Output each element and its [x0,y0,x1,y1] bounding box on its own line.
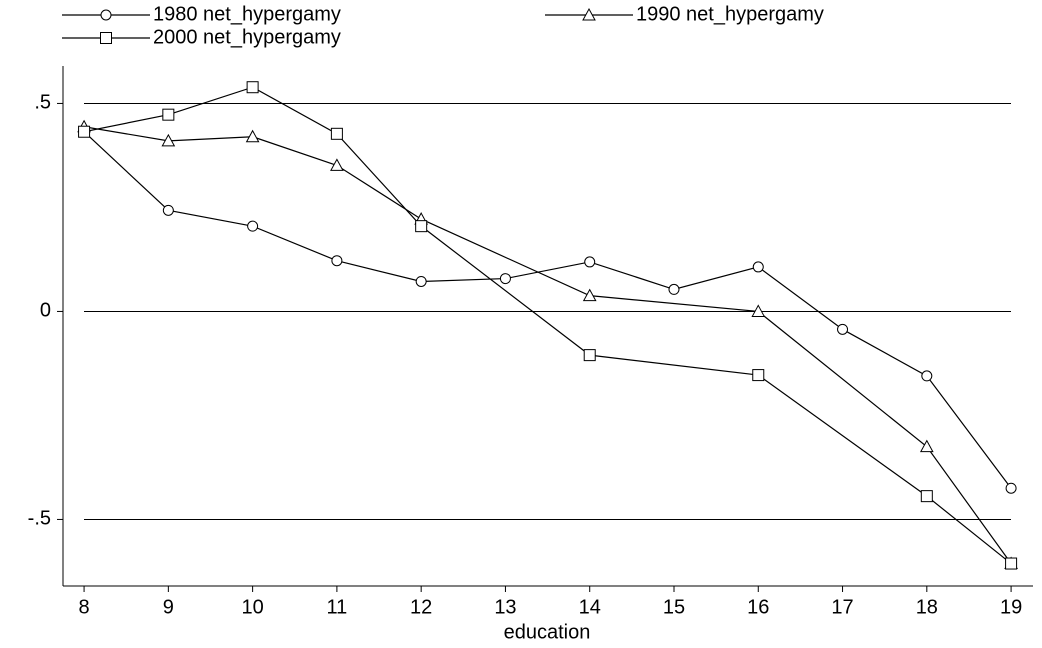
legend-item: 2000 net_hypergamy [62,26,341,48]
marker [1005,482,1017,494]
marker [246,81,259,94]
x-tick-label: 19 [1000,596,1022,618]
x-axis-label: education [504,621,591,643]
series-line [83,86,1012,565]
legend-label: 1990 net_hypergamy [636,3,824,25]
marker [78,125,91,138]
marker [330,158,344,171]
marker [837,323,849,335]
marker [668,283,680,295]
x-tick-label: 16 [747,596,769,618]
y-tick-label: .5 [34,92,51,114]
series-line [83,131,1012,489]
y-tick-label: 0 [40,300,51,322]
marker [582,288,597,302]
marker [583,349,596,362]
marker [100,9,112,21]
marker [1005,557,1018,570]
x-tick-label: 8 [79,596,90,618]
marker [752,261,764,273]
marker [582,7,596,21]
marker [162,204,174,216]
legend-label: 2000 net_hypergamy [153,26,341,48]
legend-item: 1990 net_hypergamy [545,3,824,25]
marker [162,108,175,121]
marker [919,439,934,453]
legend-label: 1980 net_hypergamy [153,3,341,25]
marker [330,127,343,140]
x-tick-label: 11 [327,596,348,618]
y-tick-label: -.5 [28,508,51,530]
x-tick-label: 14 [579,596,601,618]
x-tick-label: 13 [494,596,516,618]
marker [161,133,176,147]
marker [331,255,343,267]
x-tick-label: 12 [410,596,432,618]
marker [584,256,596,268]
marker [751,304,766,317]
marker [752,369,765,382]
x-tick-label: 17 [831,596,853,618]
marker [415,275,427,287]
marker [921,370,933,382]
x-tick-label: 18 [916,596,938,618]
x-tick-label: 10 [241,596,263,618]
marker [415,220,428,233]
legend-item: 1980 net_hypergamy [62,3,341,25]
marker [499,273,511,285]
x-tick-label: 15 [663,596,685,618]
marker [245,129,260,143]
marker [247,220,259,232]
x-tick-label: 9 [163,596,174,618]
marker [100,32,112,44]
marker [920,490,933,503]
